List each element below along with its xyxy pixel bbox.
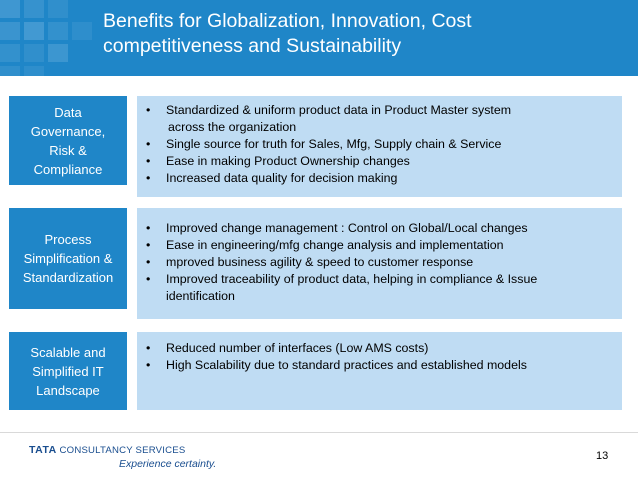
slide-title-line: Benefits for Globalization, Innovation, …	[103, 10, 472, 32]
slide-header: Benefits for Globalization, Innovation, …	[0, 0, 638, 76]
bullet-item: Single source for truth for Sales, Mfg, …	[143, 136, 618, 153]
logo-tata: TATA	[29, 444, 57, 456]
bullet-text: Ease in engineering/mfg change analysis …	[166, 238, 504, 252]
section-label-line: Simplification &	[23, 251, 113, 266]
page-number: 13	[596, 450, 609, 462]
bullet-item: High Scalability due to standard practic…	[143, 357, 618, 374]
bullet-item: Improved change management : Control on …	[143, 220, 618, 237]
section-label-data-governance: Data Governance, Risk & Compliance	[9, 96, 127, 185]
bullet-text: across the organization	[168, 120, 297, 134]
bullet-text: Single source for truth for Sales, Mfg, …	[166, 137, 502, 151]
bullet-text: identification	[166, 289, 235, 303]
section-label-line: Scalable and	[30, 344, 106, 360]
header-decoration	[0, 0, 96, 76]
slide-title-line: competitiveness and Sustainability	[103, 35, 402, 57]
bullet-list: Reduced number of interfaces (Low AMS co…	[143, 340, 618, 374]
slide-title: Benefits for Globalization, Innovation, …	[103, 9, 623, 59]
section-label-line: Standardization	[22, 270, 114, 285]
section-label-line: Risk &	[49, 142, 87, 158]
bullet-text: Improved change management : Control on …	[166, 221, 528, 235]
bullet-item: Ease in engineering/mfg change analysis …	[143, 237, 618, 254]
bullet-text: Improved traceability of product data, h…	[166, 272, 538, 286]
section-label-process: Process Simplification & Standardization	[9, 208, 127, 309]
bullet-text: Reduced number of interfaces (Low AMS co…	[166, 341, 429, 355]
section-label-line: Compliance	[33, 161, 103, 177]
logo-company: CONSULTANCY SERVICES	[59, 445, 186, 456]
section-label-line: Landscape	[36, 382, 100, 398]
footer-divider	[0, 432, 638, 433]
section-label-line: Process	[44, 232, 92, 247]
bullet-item: Improved traceability of product data, h…	[143, 271, 618, 305]
section-label-line: Simplified IT	[32, 363, 104, 379]
section-content-process: Improved change management : Control on …	[137, 208, 622, 319]
bullet-list: Improved change management : Control on …	[143, 220, 618, 305]
bullet-item: Increased data quality for decision maki…	[143, 170, 618, 187]
bullet-text: High Scalability due to standard practic…	[166, 358, 527, 372]
company-tagline: Experience certainty.	[119, 458, 217, 470]
bullet-item: mproved business agility & speed to cust…	[143, 254, 618, 271]
bullet-item: Standardized & uniform product data in P…	[143, 102, 618, 136]
company-logo: TATA CONSULTANCY SERVICES	[29, 444, 185, 456]
bullet-item: Ease in making Product Ownership changes	[143, 153, 618, 170]
bullet-text: mproved business agility & speed to cust…	[166, 255, 474, 269]
section-content-data-governance: Standardized & uniform product data in P…	[137, 96, 622, 197]
bullet-text: Increased data quality for decision maki…	[166, 171, 398, 185]
section-content-scalable: Reduced number of interfaces (Low AMS co…	[137, 332, 622, 410]
section-label-line: Governance,	[30, 123, 106, 139]
section-label-scalable: Scalable and Simplified IT Landscape	[9, 332, 127, 410]
bullet-text: Standardized & uniform product data in P…	[166, 103, 512, 117]
section-label-line: Data	[54, 104, 82, 120]
bullet-item: Reduced number of interfaces (Low AMS co…	[143, 340, 618, 357]
bullet-text: Ease in making Product Ownership changes	[166, 154, 410, 168]
bullet-list: Standardized & uniform product data in P…	[143, 102, 618, 187]
